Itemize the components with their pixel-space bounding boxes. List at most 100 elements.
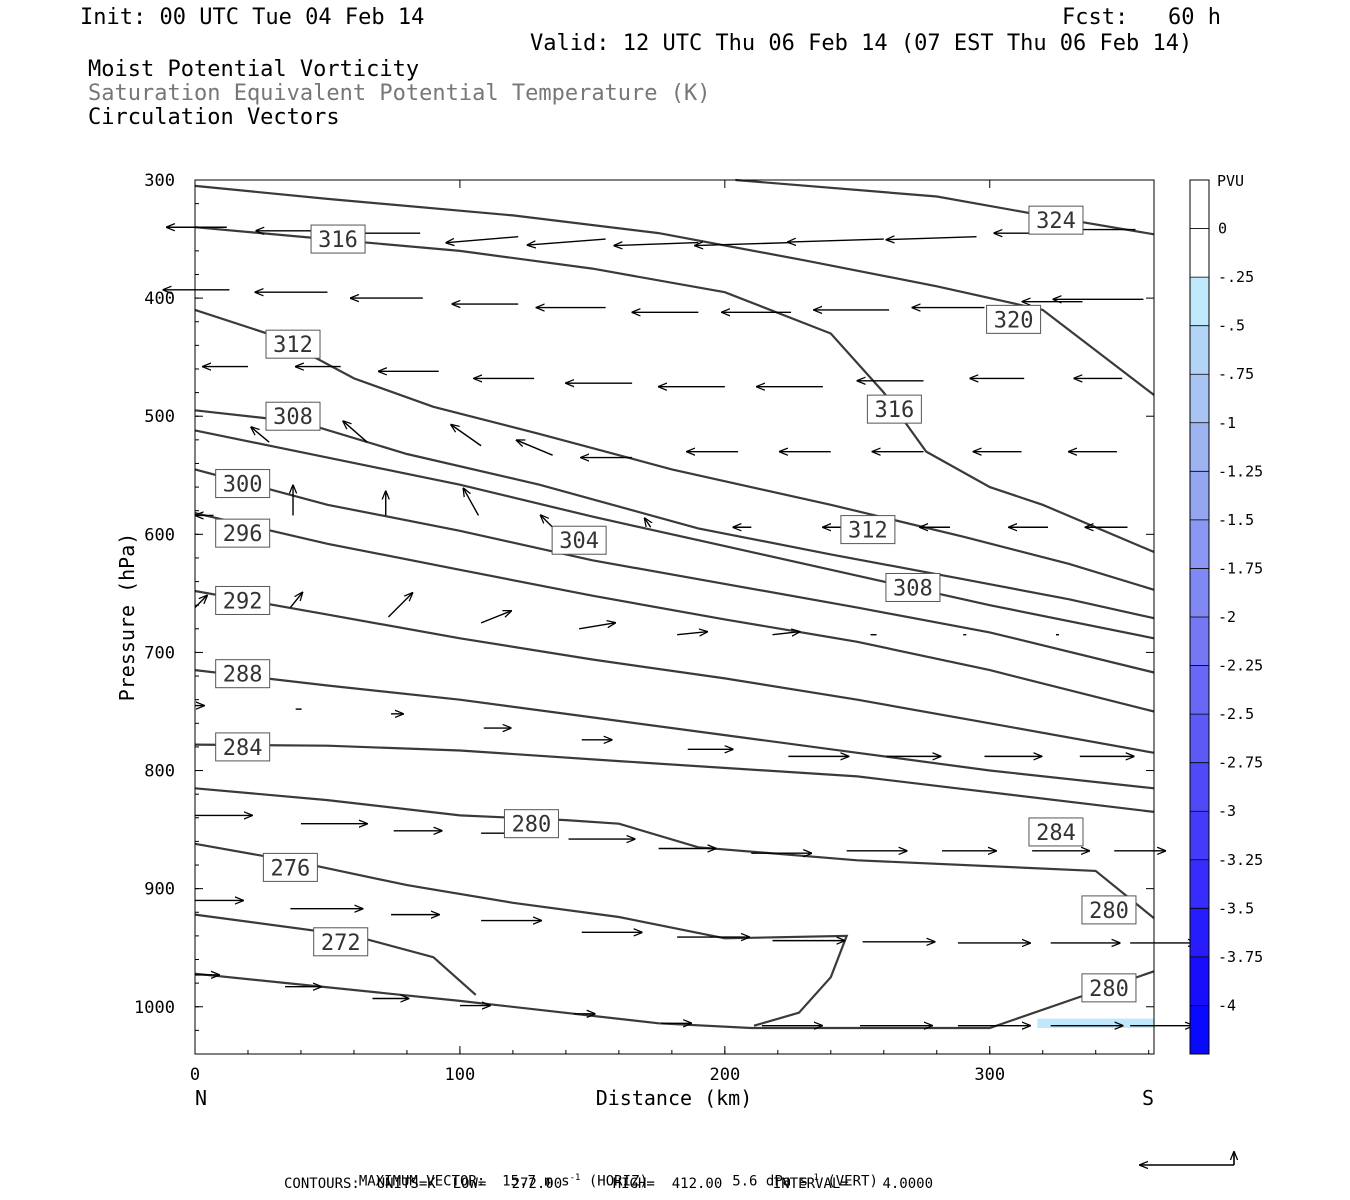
circulation-vector: [451, 425, 482, 447]
colorbar-level-label: -.25: [1218, 268, 1254, 286]
contour-label-text: 288: [223, 663, 263, 688]
max-vector-label: MAXIMUM VECTOR:: [358, 1173, 486, 1190]
max-vector-horiz-unit: (HORIZ): [588, 1173, 648, 1190]
colorbar-level-label: -1.25: [1218, 462, 1263, 480]
circulation-vector: [695, 243, 792, 246]
colorbar-level-label: -.75: [1218, 365, 1254, 383]
colorbar-level-label: -1: [1218, 414, 1236, 432]
colorbar-swatch: [1190, 714, 1209, 763]
horiz-exponent: -1: [569, 1173, 581, 1183]
contour-label-text: 280: [1089, 977, 1129, 1002]
circulation-vector: [194, 596, 207, 609]
colorbar-swatch: [1190, 471, 1209, 520]
north-label: N: [195, 1086, 207, 1110]
colorbar-level-label: -3.75: [1218, 948, 1263, 966]
contour-label-text: 312: [848, 519, 888, 544]
colorbar-swatch: [1190, 1005, 1209, 1054]
plot-frame: [194, 179, 1155, 1055]
contour-label-box: [551, 525, 607, 555]
colorbar-swatch: [1190, 762, 1209, 812]
theta-es-contour-324: [735, 178, 1155, 236]
contour-label-312: 312: [265, 329, 321, 359]
contour-label-text: 296: [223, 522, 263, 547]
contour-label-320: 320: [986, 304, 1042, 334]
circulation-vector: [772, 632, 800, 635]
contour-label-312: 312: [840, 515, 896, 545]
contour-info: CONTOURS: UNITS=K LOW= 272.00 HIGH= 412.…: [284, 1176, 934, 1192]
colorbar-title: PVU: [1217, 172, 1244, 190]
contour-label-284: 284: [215, 732, 271, 762]
contour-label-box: [1028, 817, 1084, 847]
contour-label-box: [215, 659, 271, 689]
field-title-vectors: Circulation Vectors: [88, 105, 340, 130]
field-title-theta-es: Saturation Equivalent Potential Temperat…: [88, 81, 711, 106]
contour-label-box: [1028, 205, 1084, 235]
colorbar-swatch: [1190, 374, 1209, 423]
contour-label-box: [1081, 973, 1137, 1003]
colorbar-swatch: [1190, 228, 1209, 278]
contour-label-text: 280: [512, 813, 552, 838]
colorbar-level-label: -4: [1218, 996, 1236, 1014]
contour-label-text: 276: [270, 856, 310, 881]
contour-label-text: 312: [273, 333, 313, 358]
contour-label-280: 280: [503, 809, 559, 839]
contour-label-308: 308: [265, 401, 321, 431]
contour-label-324: 324: [1028, 205, 1084, 235]
circulation-vector: [251, 427, 270, 443]
contour-label-316: 316: [310, 224, 366, 254]
colorbar-swatch: [1190, 908, 1209, 957]
x-tick-label: 0: [190, 1065, 200, 1085]
contour-label-text: 308: [273, 405, 313, 430]
field-title-mpv: Moist Potential Vorticity: [88, 57, 420, 82]
contour-label-box: [866, 394, 922, 424]
contour-label-box: [265, 401, 321, 431]
y-tick-label: 800: [144, 762, 175, 782]
contour-label-text: 284: [1036, 821, 1076, 846]
valid-time: Valid: 12 UTC Thu 06 Feb 14 (07 EST Thu …: [530, 31, 1193, 56]
y-tick-label: 400: [144, 289, 175, 309]
contour-label-box: [215, 518, 271, 548]
x-axis-label: Distance (km): [596, 1086, 753, 1110]
contour-label-text: 316: [875, 398, 915, 423]
circulation-vector: [517, 440, 553, 456]
south-label: S: [1142, 1086, 1154, 1110]
contour-label-304: 304: [551, 525, 607, 555]
theta-es-contour-288: [194, 669, 1155, 790]
contour-label-box: [503, 809, 559, 839]
theta-es-contour-300: [194, 468, 1155, 674]
colorbar-swatch: [1190, 956, 1209, 1006]
colorbar-level-label: -2.75: [1218, 754, 1263, 772]
colorbar-level-label: -1.75: [1218, 559, 1263, 577]
colorbar-level-label: -.5: [1218, 317, 1245, 335]
theta-es-contour-280: [194, 970, 1155, 1030]
y-axis-label: Pressure (hPa): [115, 533, 139, 702]
colorbar-swatch: [1190, 665, 1209, 715]
y-tick-label: 500: [144, 407, 175, 427]
circulation-vector: [289, 593, 302, 608]
y-tick-label: 1000: [134, 998, 175, 1018]
reference-vector: [1140, 1152, 1234, 1165]
contour-label-text: 284: [223, 736, 263, 761]
y-tick-label: 900: [144, 880, 175, 900]
contour-label-text: 304: [559, 529, 599, 554]
contour-label-text: 272: [321, 931, 361, 956]
theta-es-contour-280: [194, 787, 1155, 920]
circulation-vector: [677, 632, 707, 635]
colorbar-swatch: [1190, 422, 1209, 472]
contour-label-box: [215, 469, 271, 499]
contour-label-box: [215, 585, 271, 615]
x-tick-label: 100: [445, 1065, 476, 1085]
contour-label-292: 292: [215, 585, 271, 615]
circulation-vector: [446, 235, 519, 243]
circulation-vector: [463, 488, 480, 516]
circulation-vector: [343, 421, 368, 443]
contour-label-308: 308: [885, 572, 941, 602]
contour-label-text: 316: [318, 228, 358, 253]
circulation-vector: [645, 518, 651, 528]
max-vector-vert: 5.6 dPa s: [732, 1173, 809, 1190]
contour-label-text: 280: [1089, 899, 1129, 924]
contour-label-box: [986, 304, 1042, 334]
y-tick-label: 700: [144, 643, 175, 663]
circulation-vector: [387, 593, 412, 618]
